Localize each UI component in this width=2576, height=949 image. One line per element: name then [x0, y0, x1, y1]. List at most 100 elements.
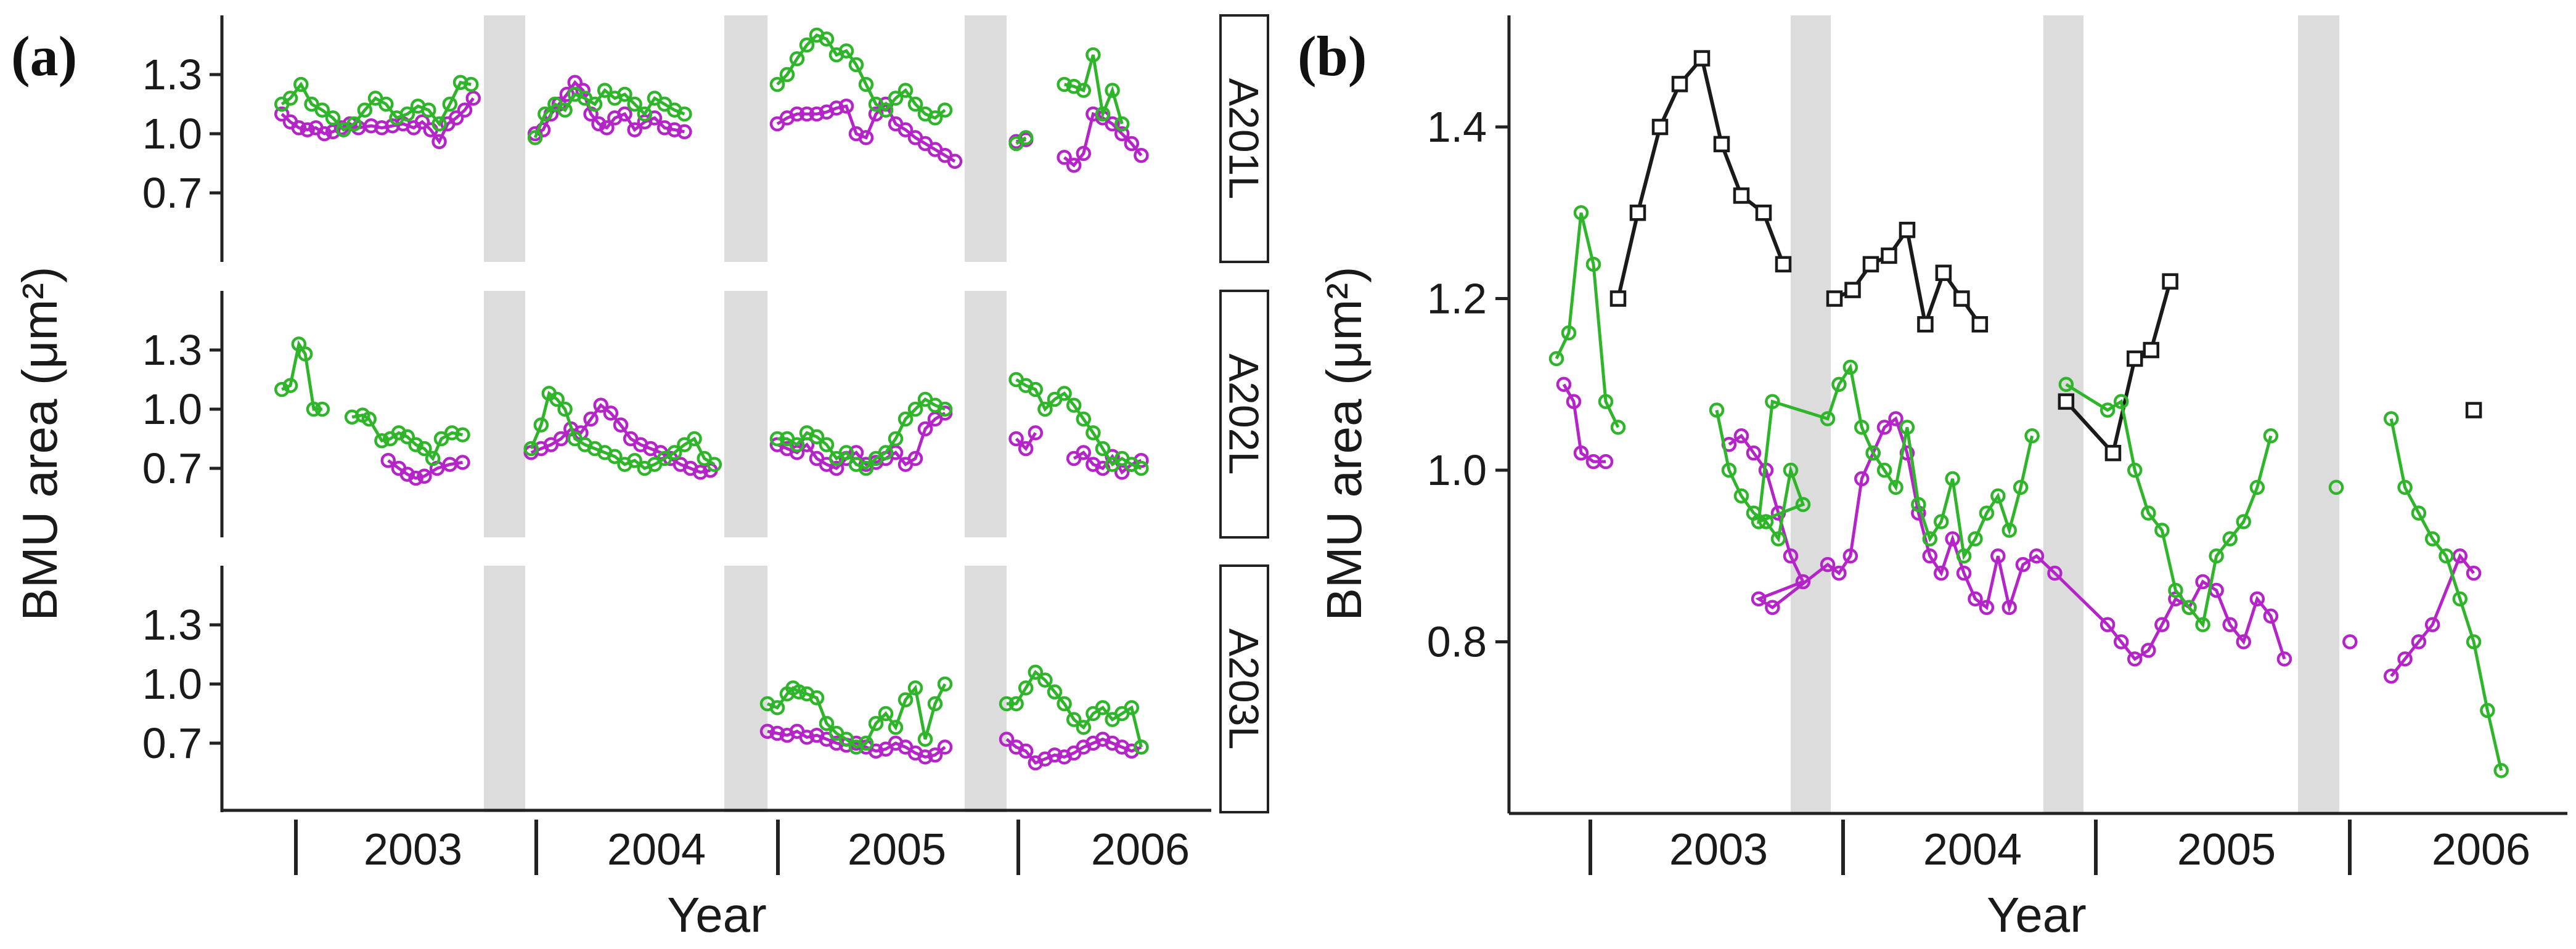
data-point [1770, 531, 1786, 547]
gap-band [965, 566, 1007, 812]
data-point [927, 110, 943, 126]
data-point [878, 102, 894, 118]
data-point [1795, 574, 1811, 590]
data-point-square [2162, 273, 2178, 290]
data-point [1911, 497, 1926, 512]
gap-band [724, 566, 767, 812]
data-point [346, 116, 362, 132]
data-point [1028, 381, 1044, 397]
data-point [627, 122, 642, 137]
data-point [858, 130, 874, 145]
data-point [464, 76, 479, 92]
data-point [2127, 651, 2143, 667]
data-point [2328, 479, 2344, 495]
data-point [789, 51, 805, 67]
data-point [1733, 488, 1749, 504]
data-point [2424, 617, 2440, 632]
data-point [1556, 377, 1572, 393]
year-label: 2004 [1923, 825, 2022, 874]
data-point [2195, 574, 2210, 590]
data-point [907, 401, 923, 417]
data-point [937, 676, 953, 692]
data-point [549, 391, 565, 407]
data-point [1095, 700, 1111, 715]
panel-b-label: (b) [1298, 25, 1367, 88]
y-tick-label: 1.4 [1427, 103, 1487, 151]
data-point [828, 460, 844, 476]
data-point [2411, 505, 2427, 521]
data-point-square [1693, 50, 1711, 67]
data-point [769, 431, 785, 447]
data-point [1134, 460, 1149, 476]
data-point [1008, 696, 1024, 712]
data-point [1086, 425, 1101, 441]
data-point [1114, 126, 1130, 142]
gap-band [484, 15, 525, 262]
data-point [1566, 394, 1582, 409]
data-point [274, 106, 290, 122]
gap-band [724, 291, 767, 537]
data-point [2452, 591, 2468, 607]
data-point [1709, 402, 1725, 418]
data-point [587, 96, 603, 112]
data-point [1721, 462, 1737, 478]
data-point [1610, 420, 1626, 435]
data-point [1842, 359, 1858, 375]
panel-b-label-text: (b) [1298, 25, 1367, 88]
data-point [819, 437, 835, 452]
data-point [706, 457, 722, 472]
data-point-square [1826, 290, 1843, 307]
series-black [1609, 50, 2482, 462]
data-point [1751, 514, 1767, 529]
data-point [2168, 582, 2183, 598]
data-point [2397, 479, 2413, 495]
data-point [361, 411, 377, 427]
data-point [603, 405, 619, 421]
data-point [1047, 684, 1063, 700]
data-point [1548, 351, 1564, 367]
data-point [878, 706, 894, 722]
data-point [999, 731, 1015, 747]
data-point [1585, 256, 1601, 272]
data-point [1933, 565, 1949, 581]
data-point [888, 91, 904, 106]
panel-b-xlabel: Year [1987, 887, 2087, 942]
data-point [1979, 600, 1995, 616]
data-point [297, 346, 313, 362]
data-point [553, 431, 569, 447]
data-point [2209, 548, 2224, 564]
data-point [999, 696, 1015, 712]
data-point-square [1862, 256, 1879, 273]
data-point [414, 114, 430, 130]
data-point [1956, 565, 1972, 581]
data-point [613, 417, 629, 433]
data-point [2015, 556, 2031, 572]
data-point [417, 441, 432, 457]
panel-a-ylabel: BMU area (μm²) [12, 267, 67, 621]
data-point [1758, 514, 1774, 529]
data-point [417, 468, 432, 484]
data-point [523, 441, 539, 457]
data-point-square [1881, 247, 1897, 264]
data-point [858, 76, 874, 92]
data-point [2058, 377, 2074, 393]
data-point [1783, 462, 1799, 478]
data-point [868, 715, 884, 731]
data-point-square [1733, 187, 1750, 204]
data-point [667, 445, 682, 460]
data-point [858, 460, 874, 476]
data-point [1876, 420, 1892, 435]
data-point [878, 445, 894, 460]
data-point-square [1935, 264, 1952, 281]
gap-band [965, 291, 1007, 537]
data-point [769, 725, 785, 741]
data-point [791, 684, 807, 700]
data-point [1968, 531, 1983, 547]
data-point [2127, 462, 2143, 478]
data-point [380, 452, 396, 468]
data-point [2154, 523, 2170, 538]
data-point [1076, 720, 1092, 735]
data-point [1888, 479, 1903, 495]
data-point-square [1713, 136, 1730, 153]
data-point [431, 116, 447, 132]
